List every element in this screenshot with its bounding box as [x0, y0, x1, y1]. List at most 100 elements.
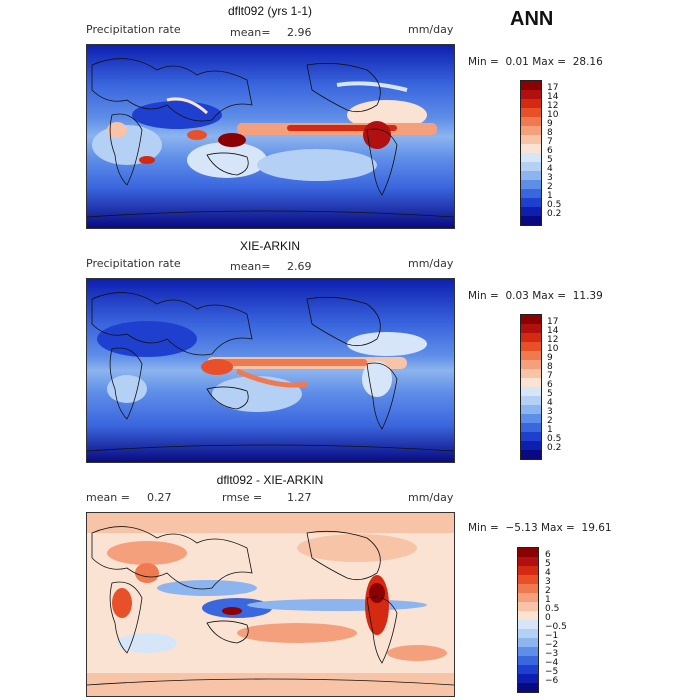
colorbar-tick-label: 14 [547, 326, 559, 336]
panel2-mean-label: mean= [230, 260, 271, 273]
colorbar-tick-label: 10 [547, 110, 559, 120]
colorbar-swatch [521, 423, 541, 432]
colorbar-swatch [518, 575, 538, 584]
colorbar-tick-label: 4 [547, 164, 553, 174]
panel1-colorbar [520, 80, 542, 226]
panel3-title: dflt092 - XIE-ARKIN [216, 473, 324, 487]
colorbar-swatch [521, 144, 541, 153]
panel2-units: mm/day [408, 257, 454, 270]
panel2-minmax: Min = 0.03 Max = 11.39 [468, 290, 603, 302]
colorbar-swatch [521, 198, 541, 207]
colorbar-tick-label: 2 [545, 586, 551, 596]
colorbar-tick-label: −3 [545, 649, 559, 659]
colorbar-tick-label: 1 [545, 595, 551, 605]
panel2-max-label: Max = [532, 290, 567, 302]
panel2-colorbar-ticks: 17 14 12 10 9 8 7 6 5 4 3 2 1 0.5 0.2 [547, 314, 587, 458]
colorbar-swatch [521, 207, 541, 216]
colorbar-swatch [521, 432, 541, 441]
panel1-map [86, 44, 455, 229]
colorbar-tick-label: 3 [547, 173, 553, 183]
panel1-variable-label: Precipitation rate [86, 23, 181, 36]
panel3-max-value: 19.61 [581, 522, 612, 534]
panel3-max-label: Max = [541, 522, 575, 534]
panel1-mean-value: 2.96 [287, 26, 312, 39]
colorbar-tick-label: 5 [547, 389, 553, 399]
colorbar-swatch [518, 620, 538, 629]
panel3-colorbar [517, 547, 539, 693]
colorbar-tick-label: 6 [547, 146, 553, 156]
colorbar-swatch [518, 647, 538, 656]
colorbar-swatch [521, 450, 541, 459]
colorbar-swatch [521, 324, 541, 333]
colorbar-swatch [521, 126, 541, 135]
colorbar-tick-label: −0.5 [545, 622, 567, 632]
colorbar-swatch [518, 674, 538, 683]
panel3-map [86, 512, 455, 697]
colorbar-swatch [521, 180, 541, 189]
panel2-colorbar [520, 314, 542, 460]
colorbar-tick-label: 4 [545, 568, 551, 578]
colorbar-tick-label: 7 [547, 137, 553, 147]
colorbar-swatch [518, 602, 538, 611]
colorbar-tick-label: 12 [547, 101, 559, 111]
colorbar-swatch [521, 153, 541, 162]
colorbar-tick-label: 17 [547, 83, 559, 93]
colorbar-swatch [521, 171, 541, 180]
colorbar-tick-label: 0 [545, 613, 551, 623]
colorbar-tick-label: 0.2 [547, 443, 562, 453]
panel1-title: dflt092 (yrs 1-1) [227, 4, 313, 18]
panel3-rmse-label: rmse = [222, 491, 263, 504]
panel2-map-image [87, 279, 454, 462]
panel1-minmax: Min = 0.01 Max = 28.16 [468, 56, 603, 68]
colorbar-tick-label: 4 [547, 398, 553, 408]
colorbar-swatch [521, 108, 541, 117]
colorbar-tick-label: 2 [547, 416, 553, 426]
colorbar-swatch [521, 81, 541, 90]
colorbar-swatch [521, 135, 541, 144]
panel2-min-label: Min = [468, 290, 499, 302]
colorbar-swatch [518, 665, 538, 674]
colorbar-swatch [518, 611, 538, 620]
colorbar-tick-label: 9 [547, 119, 553, 129]
colorbar-swatch [518, 638, 538, 647]
panel3-rmse-value: 1.27 [287, 491, 312, 504]
panel1-map-image [87, 45, 454, 228]
panel2-map [86, 278, 455, 463]
panel3-min-label: Min = [468, 522, 499, 534]
panel3-minmax: Min = −5.13 Max = 19.61 [468, 522, 612, 534]
panel3-min-value: −5.13 [505, 522, 538, 534]
colorbar-swatch [521, 315, 541, 324]
colorbar-tick-label: 7 [547, 371, 553, 381]
panel1-units: mm/day [408, 23, 454, 36]
colorbar-swatch [521, 387, 541, 396]
colorbar-tick-label: 2 [547, 182, 553, 192]
colorbar-tick-label: −2 [545, 640, 559, 650]
colorbar-tick-label: −4 [545, 658, 559, 668]
colorbar-tick-label: 8 [547, 128, 553, 138]
colorbar-swatch [521, 405, 541, 414]
colorbar-swatch [521, 414, 541, 423]
colorbar-swatch [521, 99, 541, 108]
colorbar-tick-label: −1 [545, 631, 559, 641]
colorbar-tick-label: 6 [545, 550, 551, 560]
colorbar-swatch [521, 90, 541, 99]
colorbar-swatch [521, 117, 541, 126]
colorbar-swatch [521, 216, 541, 225]
colorbar-tick-label: 0.5 [547, 200, 562, 210]
panel2-variable-label: Precipitation rate [86, 257, 181, 270]
season-label: ANN [510, 8, 554, 30]
colorbar-swatch [521, 351, 541, 360]
colorbar-swatch [521, 396, 541, 405]
colorbar-swatch [521, 189, 541, 198]
colorbar-swatch [521, 369, 541, 378]
panel3-mean-label: mean = [86, 491, 130, 504]
colorbar-swatch [521, 378, 541, 387]
colorbar-tick-label: 6 [547, 380, 553, 390]
panel1-min-label: Min = [468, 56, 499, 68]
colorbar-swatch [518, 593, 538, 602]
colorbar-tick-label: 3 [545, 577, 551, 587]
colorbar-tick-label: 0.5 [547, 434, 562, 444]
colorbar-swatch [518, 557, 538, 566]
colorbar-tick-label: 5 [545, 559, 551, 569]
panel2-min-value: 0.03 [505, 290, 529, 302]
